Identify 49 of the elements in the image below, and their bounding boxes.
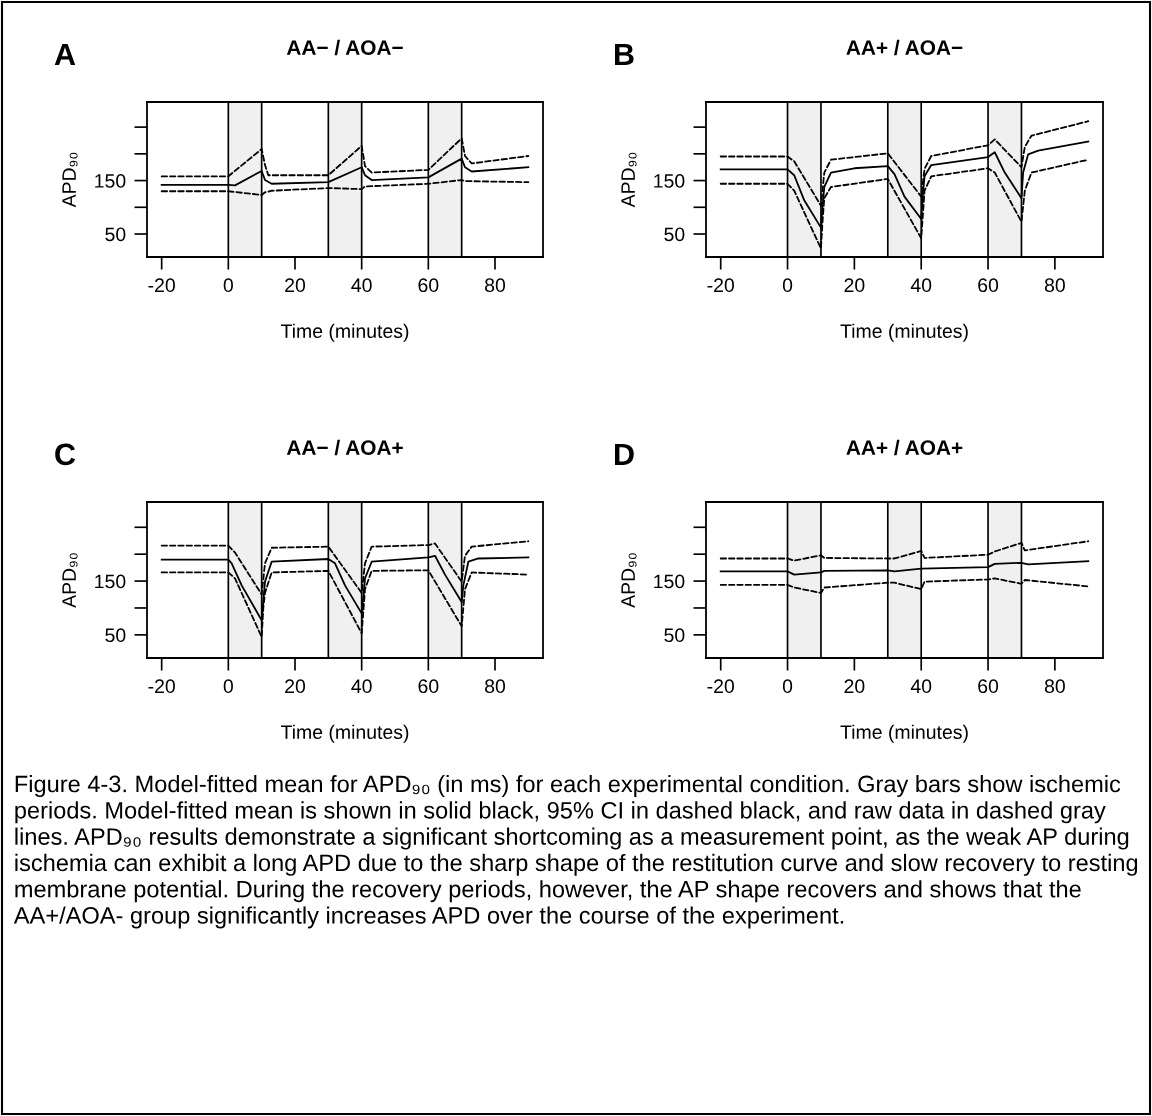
x-tick-label: 80 <box>485 679 506 694</box>
y-tick-label: 150 <box>95 174 126 188</box>
text: B <box>615 43 634 65</box>
chart-title: AA+ / AOA+ <box>846 439 963 456</box>
x-tick-label: 0 <box>782 679 793 694</box>
x-tick-label: 40 <box>910 679 932 694</box>
y-tick-label: 150 <box>654 174 685 188</box>
x-tick-label: 20 <box>285 679 306 694</box>
y-tick-label: 150 <box>95 574 126 589</box>
x-axis-title: Time (minutes) <box>280 724 409 743</box>
x-tick-label: 40 <box>351 278 372 293</box>
chart-title: AA+ / AOA− <box>846 39 963 56</box>
x-tick-label: 60 <box>978 679 999 694</box>
y-axis-title: APD₉₀ <box>621 553 637 608</box>
text: A <box>54 43 76 65</box>
x-tick-label: -20 <box>148 278 175 293</box>
x-tick-label: 0 <box>223 679 233 694</box>
x-axis-title: Time (minutes) <box>280 323 409 342</box>
y-tick-label: 50 <box>664 628 685 643</box>
y-axis-title: APD₉₀ <box>62 152 78 208</box>
text: D <box>615 443 634 465</box>
x-tick-label: 40 <box>910 278 932 293</box>
y-tick-label: 50 <box>105 628 126 643</box>
x-tick-label: 0 <box>782 278 793 293</box>
x-tick-label: 20 <box>285 278 306 293</box>
x-tick-label: -20 <box>148 679 175 694</box>
x-tick-label: 0 <box>223 278 233 293</box>
x-tick-label: 80 <box>485 278 506 293</box>
x-tick-label: 60 <box>418 679 439 694</box>
y-axis-title: APD₉₀ <box>621 152 637 208</box>
x-tick-label: -20 <box>707 278 734 293</box>
chart-title: AA− / AOA+ <box>286 439 403 456</box>
x-tick-label: 20 <box>844 679 865 694</box>
x-tick-label: 20 <box>844 278 865 293</box>
caption: Figure 4-3. Model-fitted mean for APD₉₀ (in ms) for each experimental condition. Gray bars show ischemic periods. Model-fitted mean is shown in solid black, 95% CI in dashed black, and raw data in dashed gray lines. APD₉₀ results demonstrate a significant shortcoming as a measurement point, as the weak AP during ischemia can exhibit a long APD due to the sharp shape of the restitution curve and slow recovery to resting membrane potential. During the recovery periods, however, the AP shape recovers and shows that the AA+/AOA- group significantly increases APD over the course of the experiment. <box>13 775 1138 929</box>
text: C <box>55 443 76 466</box>
y-axis-title: APD₉₀ <box>62 553 78 608</box>
y-tick-label: 50 <box>105 227 126 242</box>
y-tick-label: 50 <box>664 227 685 242</box>
x-tick-label: -20 <box>707 679 734 694</box>
x-tick-label: 80 <box>1044 278 1065 293</box>
x-tick-label: 60 <box>978 278 999 293</box>
x-tick-label: 80 <box>1044 679 1065 694</box>
x-tick-label: 40 <box>351 679 372 694</box>
chart-title: AA− / AOA− <box>286 39 403 56</box>
x-axis-title: Time (minutes) <box>840 323 968 342</box>
x-axis-title: Time (minutes) <box>840 724 968 743</box>
x-tick-label: 60 <box>418 278 439 293</box>
y-tick-label: 150 <box>654 574 685 589</box>
